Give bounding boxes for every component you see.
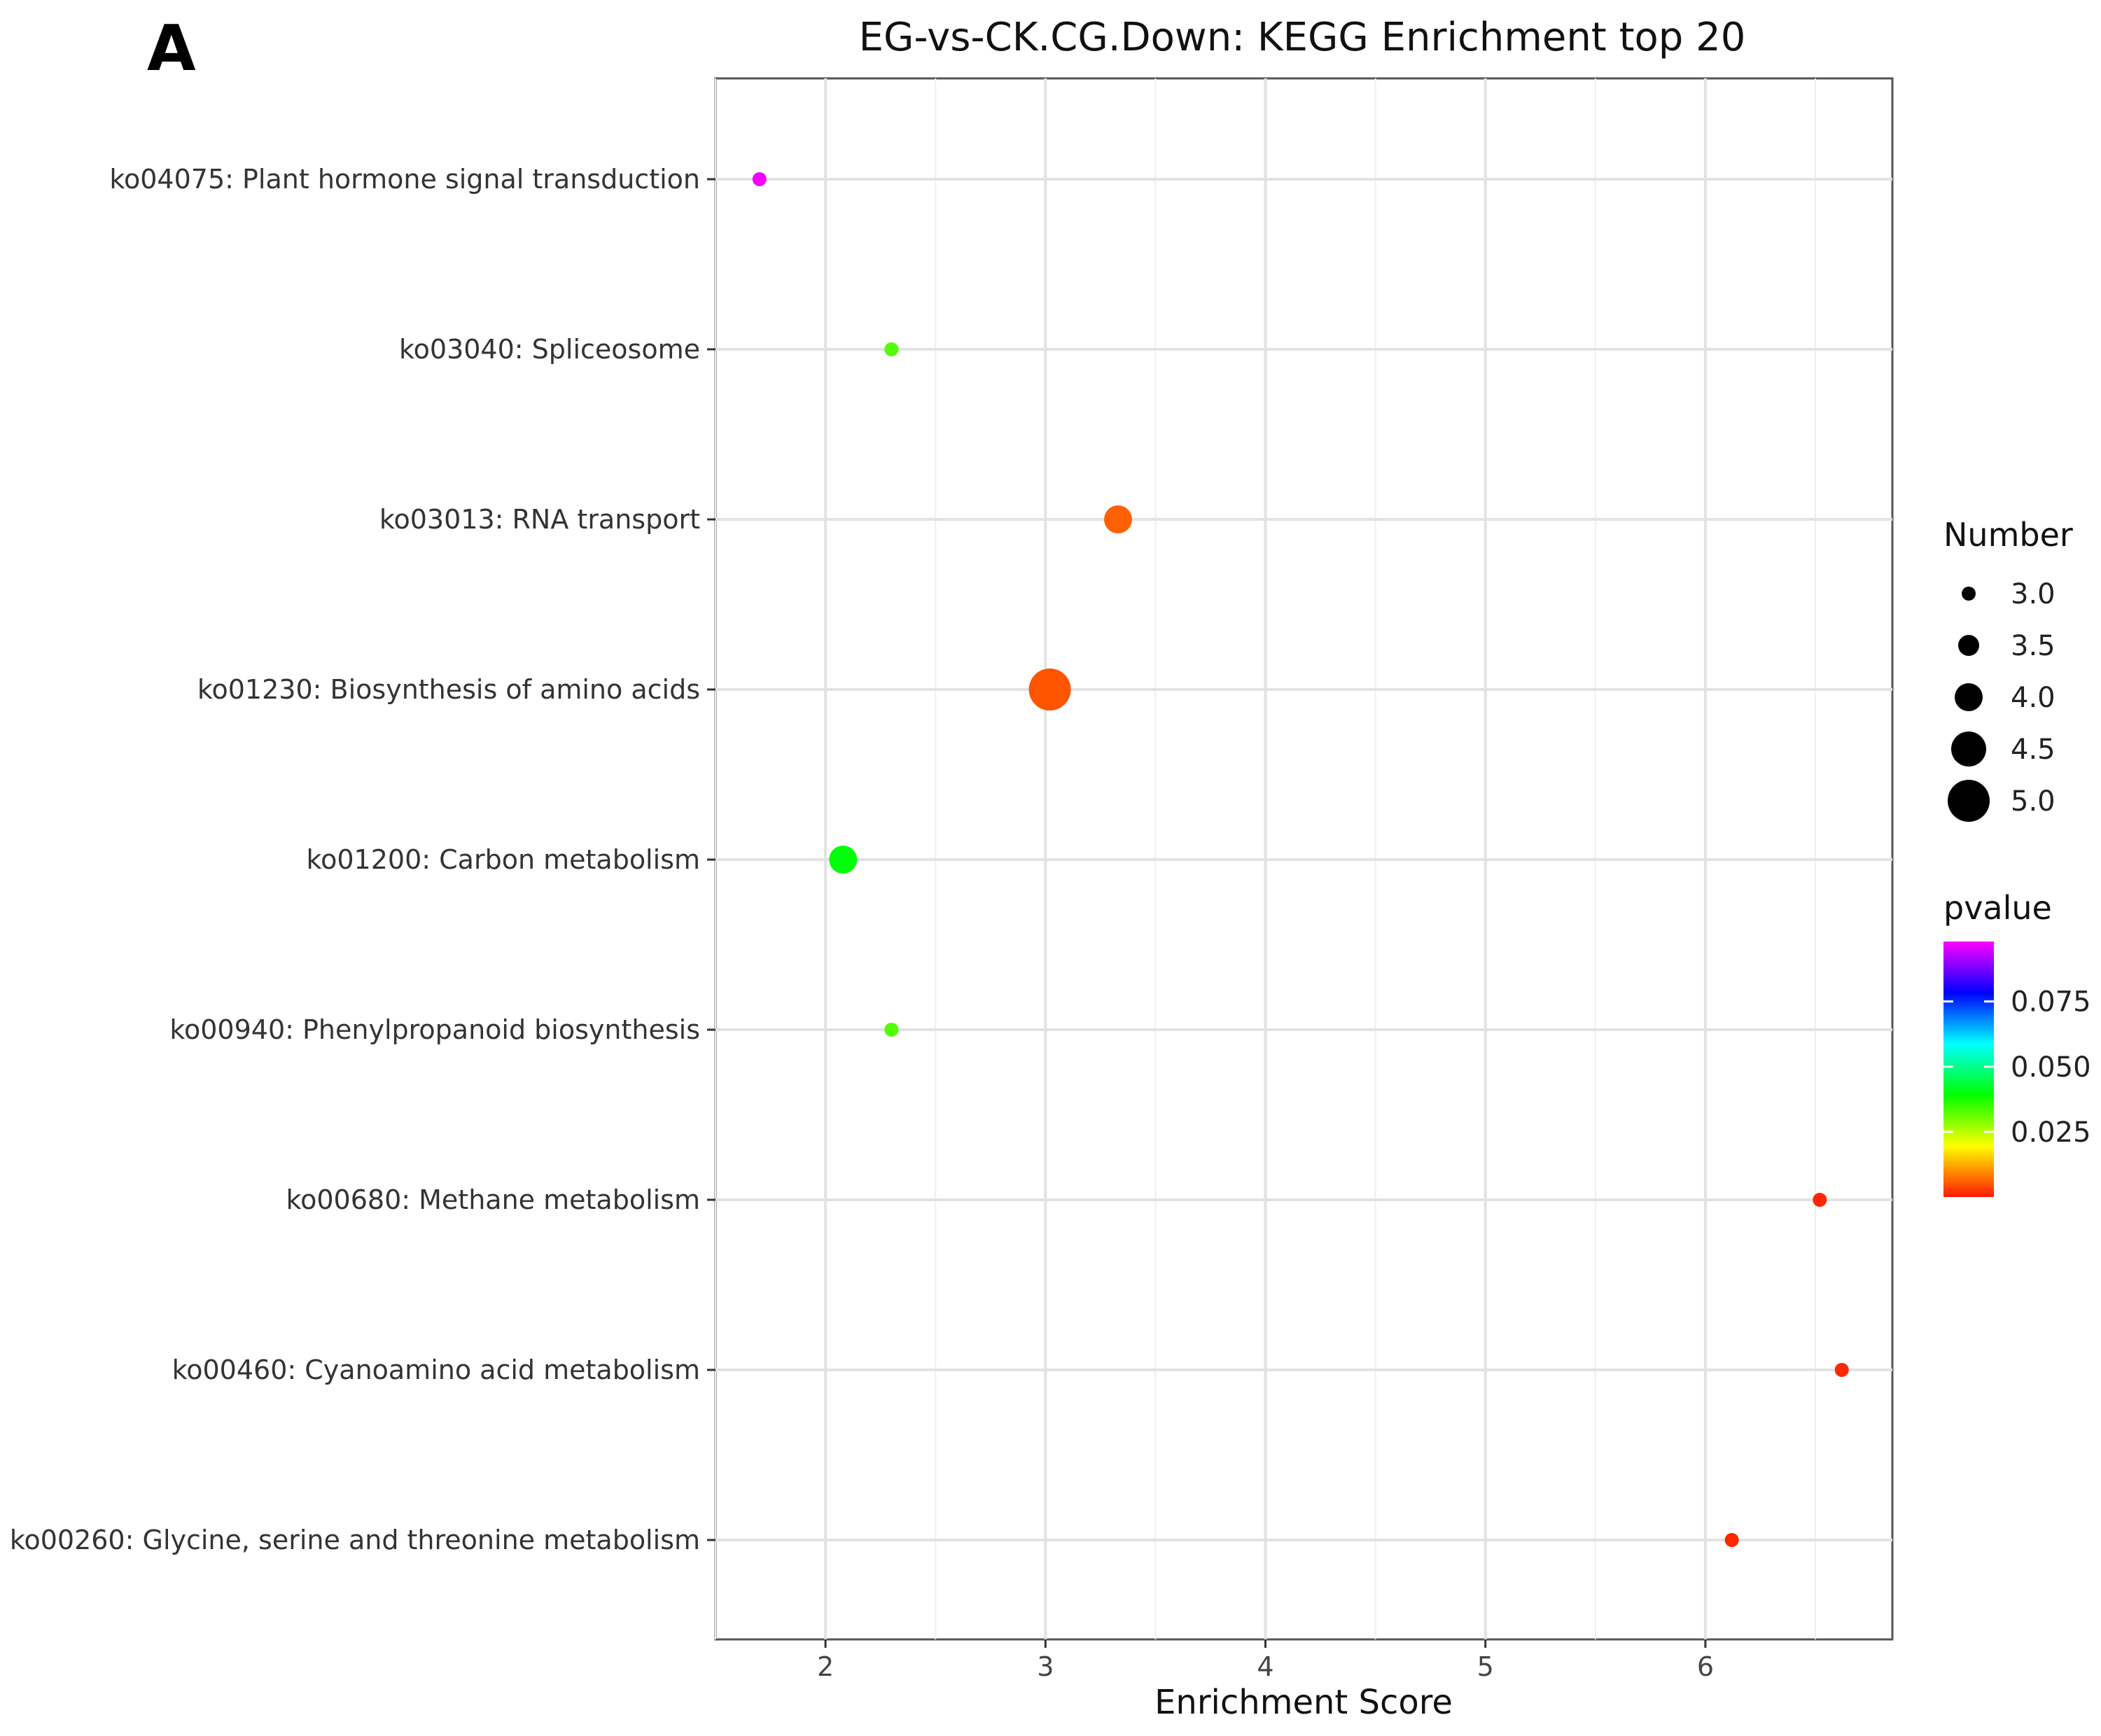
data-point [1028,668,1071,710]
data-point [884,342,899,356]
data-point [1103,505,1132,533]
data-point [752,172,767,186]
size-legend-label: 4.5 [2011,734,2055,766]
y-axis: ko04075: Plant hormone signal transducti… [10,164,716,1555]
size-legend-key [1951,732,1986,766]
category-label: ko00460: Cyanoamino acid metabolism [172,1354,700,1385]
color-legend: pvalue 0.075 0.050 0.025 [1943,889,2091,1197]
colorbar-label: 0.075 [2011,986,2091,1018]
size-legend-label: 3.0 [2011,578,2055,610]
size-legend-title: Number [1943,516,2073,554]
category-label: ko00260: Glycine, serine and threonine m… [10,1525,700,1555]
data-point [884,1023,899,1037]
size-legend-label: 3.5 [2011,630,2055,662]
size-legend: Number 3.0 3.5 4.0 4.5 5.0 [1943,516,2073,822]
category-label: ko03040: Spliceosome [399,334,700,365]
data-points [752,172,1849,1547]
category-label: ko01200: Carbon metabolism [306,844,700,875]
category-label: ko04075: Plant hormone signal transducti… [109,164,700,195]
size-legend-label: 5.0 [2011,785,2055,818]
color-legend-title: pvalue [1943,889,2052,927]
category-label: ko00940: Phenylpropanoid biosynthesis [169,1014,700,1045]
size-legend-key [1962,587,1976,601]
category-label: ko00680: Methane metabolism [286,1184,700,1215]
x-tick-label: 6 [1697,1651,1714,1682]
category-label: ko01230: Biosynthesis of amino acids [197,674,700,705]
colorbar-label: 0.025 [2011,1116,2091,1149]
chart-title: EG-vs-CK.CG.Down: KEGG Enrichment top 20 [859,15,1746,60]
colorbar-label: 0.050 [2011,1051,2091,1084]
x-tick-label: 5 [1477,1651,1494,1682]
x-tick-label: 2 [817,1651,834,1682]
data-point [1834,1363,1849,1377]
x-axis-label: Enrichment Score [1154,1683,1453,1722]
panel-letter: A [147,12,196,85]
size-legend-key [1955,683,1983,711]
x-tick-label: 3 [1037,1651,1054,1682]
data-point [1813,1193,1827,1207]
colorbar [1943,941,1994,1197]
size-legend-key [1948,780,1990,822]
data-point [1724,1533,1739,1547]
grid-lines [715,78,1892,1639]
x-tick-label: 4 [1257,1651,1273,1682]
x-axis: 2 3 4 5 6 [817,1639,1714,1682]
size-legend-key [1958,635,1979,656]
size-legend-label: 4.0 [2011,682,2055,714]
data-point [829,846,858,874]
category-label: ko03013: RNA transport [379,504,700,535]
